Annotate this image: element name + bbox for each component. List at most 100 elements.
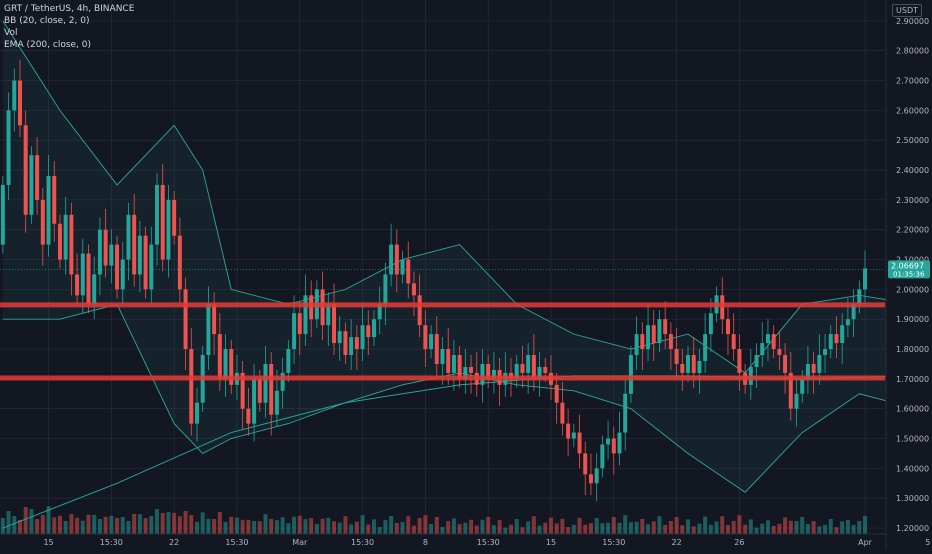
y-tick-label: 1.30000 [896,494,929,503]
volume-bar [411,525,416,534]
volume-bar [805,524,810,534]
candle-body [811,363,816,373]
y-tick-label: 1.60000 [896,405,929,414]
candle-body [12,80,17,111]
volume-bar [708,524,713,534]
volume-bar [6,511,11,534]
legend-vol[interactable]: Vol [4,28,18,38]
volume-bar [606,522,611,534]
candle-body [86,253,91,305]
x-tick-label: 5 [925,538,930,547]
volume-bar [760,523,765,534]
volume-bar [280,517,285,534]
volume-bar [400,522,405,534]
candle-body [212,304,217,335]
last-price-value: 2.06697 [891,261,924,270]
candle-body [400,259,405,275]
candle-body [223,349,228,379]
legend-ema[interactable]: EMA (200, close, 0) [4,40,92,50]
volume-bar [451,518,456,534]
candle-body [160,184,165,260]
volume-bar [657,516,662,534]
x-tick-label: 15:30 [100,538,123,547]
candle-body [446,349,451,373]
candle-body [6,110,11,185]
currency-label[interactable]: USDT [892,4,922,17]
volume-bar [440,527,445,534]
candle-body [240,372,245,409]
candle-body [303,295,308,335]
volume-bar [97,519,102,534]
candle-body [406,259,411,284]
volume-bar [463,522,468,534]
candle-body [611,438,616,454]
volume-bar [663,525,668,534]
volume-bar [63,521,68,534]
volume-bar [554,523,559,534]
candle-body [526,355,531,373]
y-tick-label: 2.30000 [896,196,929,205]
volume-bar [566,527,571,534]
candle-body [120,259,125,290]
x-tick-label: 15 [43,538,53,547]
volume-bar [725,525,730,534]
volume-bar [349,524,354,534]
candle-body [851,304,856,320]
volume-bar [177,516,182,534]
candle-body [823,349,828,356]
volume-bar [137,514,142,534]
candle-body [560,402,565,424]
candle-body [491,369,496,379]
volume-bar [0,518,5,534]
volume-bar [588,523,593,534]
candle-body [63,214,68,260]
candle-body [217,334,222,379]
candle-body [343,331,348,356]
candle-body [469,366,474,373]
x-tick-label: 15:30 [602,538,625,547]
volume-bar [303,519,308,534]
volume-bar [680,525,685,534]
volume-bar [172,512,177,534]
candle-body [457,355,462,379]
legend-symbol[interactable]: GRT / TetherUS, 4h, BINANCE [4,4,135,14]
volume-bar [731,521,736,534]
volume-bar [640,519,645,534]
volume-bar [434,517,439,534]
y-tick-label: 1.20000 [896,524,929,533]
volume-bar [474,525,479,534]
volume-bar [509,524,514,534]
x-tick-label: 15 [546,538,556,547]
volume-bar [817,526,822,534]
volume-bar [531,516,536,534]
candle-body [514,363,519,379]
candle-body [155,184,160,245]
candle-body [451,355,456,373]
candle-body [332,304,337,344]
volume-bar [252,521,257,534]
candle-body [554,384,559,403]
volume-bar [200,512,205,534]
bb-fill [2,20,932,493]
x-tick-label: 22 [672,538,682,547]
candle-body [765,334,770,344]
legend-bb[interactable]: BB (20, close, 2, 0) [4,16,90,26]
y-tick-label: 1.50000 [896,435,929,444]
volume-bar [326,517,331,534]
volume-bar [754,527,759,534]
volume-bar [503,527,508,534]
volume-bar [120,517,125,534]
candle-body [349,337,354,356]
candle-body [166,199,171,260]
volume-bar [765,520,770,534]
volume-bar [29,509,34,534]
volume-bar [794,521,799,534]
candle-body [286,349,291,373]
y-tick-label: 2.80000 [896,47,929,56]
x-tick-label: 15:30 [477,538,500,547]
volume-bar [611,517,616,534]
candle-body [69,214,74,275]
volume-bar [469,519,474,534]
